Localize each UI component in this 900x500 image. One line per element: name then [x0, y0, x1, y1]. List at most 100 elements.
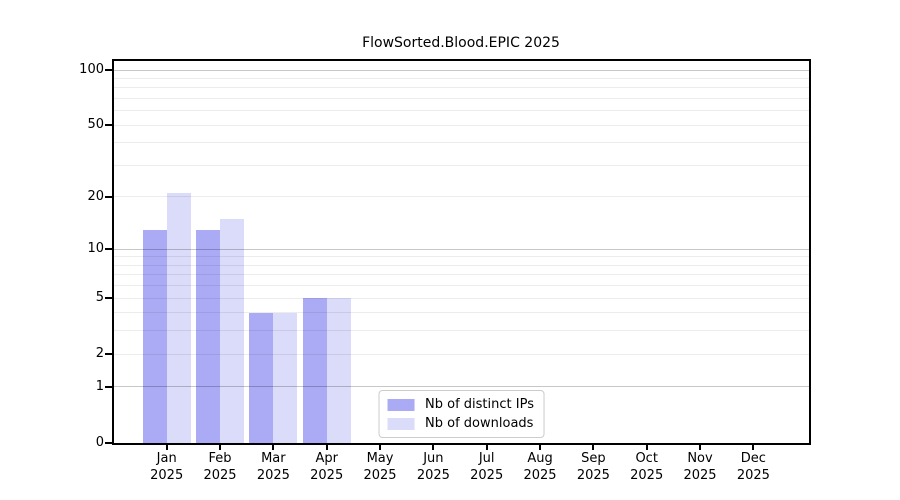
- y-tick-mark-100: [105, 69, 112, 71]
- x-tick-month-text: Feb: [208, 451, 232, 466]
- y-tick-mark-0: [105, 442, 112, 444]
- x-tick-mark-jan: [165, 445, 168, 450]
- x-tick-year-text: 2025: [576, 468, 610, 483]
- x-tick-mark-jul: [485, 445, 488, 450]
- gridline-minor-3: [114, 330, 809, 332]
- legend-swatch-nb-of-downloads: [387, 417, 415, 430]
- y-axis-tick-label-0: 0: [95, 435, 104, 450]
- bar-nb-of-downloads-jan: [166, 193, 191, 443]
- x-tick-mark-feb: [219, 445, 222, 450]
- gridline-minor-7: [114, 274, 809, 276]
- y-axis-tick-label-100: 100: [79, 62, 104, 77]
- x-axis-tick-label-mar: Mar 2025: [241, 450, 305, 484]
- x-tick-mark-oct: [645, 445, 648, 450]
- x-axis-tick-label-jan: Jan 2025: [135, 450, 199, 484]
- x-tick-month-text: Sep: [581, 451, 606, 466]
- legend-label-nb-of-distinct-ips: Nb of distinct IPs: [425, 397, 534, 412]
- gridline-minor-2: [114, 353, 809, 355]
- x-axis-tick-label-apr: Apr 2025: [295, 450, 359, 484]
- x-tick-month-text: Jul: [478, 451, 495, 466]
- y-axis-tick-label-10: 10: [87, 241, 104, 257]
- x-tick-mark-mar: [272, 445, 275, 450]
- x-tick-year-text: 2025: [256, 468, 290, 483]
- x-tick-month-text: Jun: [423, 451, 444, 466]
- y-tick-mark-10: [105, 248, 112, 251]
- bar-nb-of-distinct-ips-feb: [196, 229, 221, 443]
- bar-nb-of-distinct-ips-mar: [249, 312, 274, 443]
- x-tick-year-text: 2025: [363, 468, 397, 483]
- x-axis-tick-label-dec: Dec 2025: [721, 450, 785, 484]
- x-axis-tick-label-jun: Jun 2025: [401, 450, 465, 484]
- x-tick-mark-sep: [592, 445, 595, 450]
- legend-label-nb-of-downloads: Nb of downloads: [425, 416, 534, 431]
- legend-swatch-nb-of-distinct-ips: [387, 398, 415, 411]
- x-axis-tick-label-nov: Nov 2025: [668, 450, 732, 484]
- bars-layer: [114, 61, 809, 443]
- x-tick-month-text: Apr: [315, 451, 338, 466]
- x-axis-tick-label-oct: Oct 2025: [615, 450, 679, 484]
- y-axis-tick-label-20: 20: [87, 188, 104, 204]
- gridline-minor-4: [114, 312, 809, 314]
- x-tick-year-text: 2025: [736, 468, 770, 483]
- x-tick-year-text: 2025: [416, 468, 450, 483]
- y-tick-mark-5: [105, 297, 112, 300]
- legend: Nb of distinct IPs Nb of downloads: [378, 390, 545, 438]
- x-tick-year-text: 2025: [630, 468, 664, 483]
- gridline-minor-30: [114, 164, 809, 166]
- x-tick-month-text: May: [366, 451, 394, 466]
- gridline-minor-20: [114, 196, 809, 198]
- bar-nb-of-distinct-ips-jan: [142, 229, 167, 443]
- x-tick-month-text: Aug: [527, 451, 553, 466]
- plot-area: Nb of distinct IPs Nb of downloads: [112, 59, 811, 445]
- x-tick-year-text: 2025: [150, 468, 184, 483]
- x-tick-month-text: Oct: [635, 451, 658, 466]
- gridline-minor-5: [114, 297, 809, 299]
- gridline-minor-6: [114, 285, 809, 287]
- gridline-major-10: [114, 248, 809, 250]
- y-tick-mark-1: [105, 385, 112, 388]
- bar-nb-of-downloads-apr: [326, 298, 351, 443]
- y-tick-mark-50: [105, 124, 112, 127]
- x-tick-month-text: Jan: [156, 451, 177, 466]
- gridline-minor-50: [114, 124, 809, 126]
- legend-item-nb-of-downloads: Nb of downloads: [387, 416, 534, 431]
- x-tick-year-text: 2025: [203, 468, 237, 483]
- x-axis-tick-label-may: May 2025: [348, 450, 412, 484]
- gridline-minor-9: [114, 256, 809, 258]
- chart-title: FlowSorted.Blood.EPIC 2025: [362, 35, 560, 51]
- legend-item-nb-of-distinct-ips: Nb of distinct IPs: [387, 397, 534, 412]
- x-tick-month-text: Mar: [261, 451, 286, 466]
- x-axis-tick-label-feb: Feb 2025: [188, 450, 252, 484]
- y-axis-tick-label-50: 50: [87, 117, 104, 133]
- y-tick-mark-20: [105, 195, 112, 198]
- y-axis-tick-label-5: 5: [95, 290, 104, 306]
- gridlines-layer: [114, 61, 809, 443]
- x-axis-tick-label-jul: Jul 2025: [455, 450, 519, 484]
- bar-nb-of-distinct-ips-apr: [302, 298, 327, 443]
- plot-inner: Nb of distinct IPs Nb of downloads: [114, 61, 809, 443]
- x-axis-tick-label-sep: Sep 2025: [561, 450, 625, 484]
- y-tick-mark-2: [105, 353, 112, 356]
- bar-nb-of-downloads-mar: [273, 312, 298, 443]
- x-tick-year-text: 2025: [310, 468, 344, 483]
- x-tick-mark-apr: [325, 445, 328, 450]
- gridline-minor-40: [114, 142, 809, 144]
- x-tick-mark-dec: [752, 445, 755, 450]
- gridline-minor-90: [114, 77, 809, 79]
- x-tick-month-text: Dec: [740, 451, 766, 466]
- x-tick-year-text: 2025: [470, 468, 504, 483]
- x-tick-year-text: 2025: [523, 468, 557, 483]
- y-axis-tick-label-1: 1: [95, 378, 104, 394]
- x-tick-mark-aug: [539, 445, 542, 450]
- x-tick-mark-jun: [432, 445, 435, 450]
- gridline-minor-80: [114, 87, 809, 89]
- gridline-major-1: [114, 386, 809, 388]
- x-tick-mark-nov: [699, 445, 702, 450]
- bar-nb-of-downloads-feb: [220, 218, 245, 443]
- gridline-minor-60: [114, 110, 809, 112]
- x-tick-year-text: 2025: [683, 468, 717, 483]
- gridline-minor-8: [114, 264, 809, 266]
- x-axis-tick-label-aug: Aug 2025: [508, 450, 572, 484]
- x-tick-month-text: Nov: [687, 451, 713, 466]
